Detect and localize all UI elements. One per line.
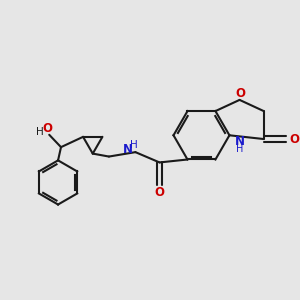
Text: H: H — [236, 144, 243, 154]
Text: O: O — [154, 186, 164, 199]
Text: O: O — [42, 122, 52, 135]
Text: N: N — [235, 135, 245, 148]
Text: O: O — [289, 133, 299, 146]
Text: H: H — [36, 127, 43, 137]
Text: H: H — [130, 140, 138, 150]
Text: O: O — [235, 87, 245, 100]
Text: N: N — [122, 143, 133, 156]
